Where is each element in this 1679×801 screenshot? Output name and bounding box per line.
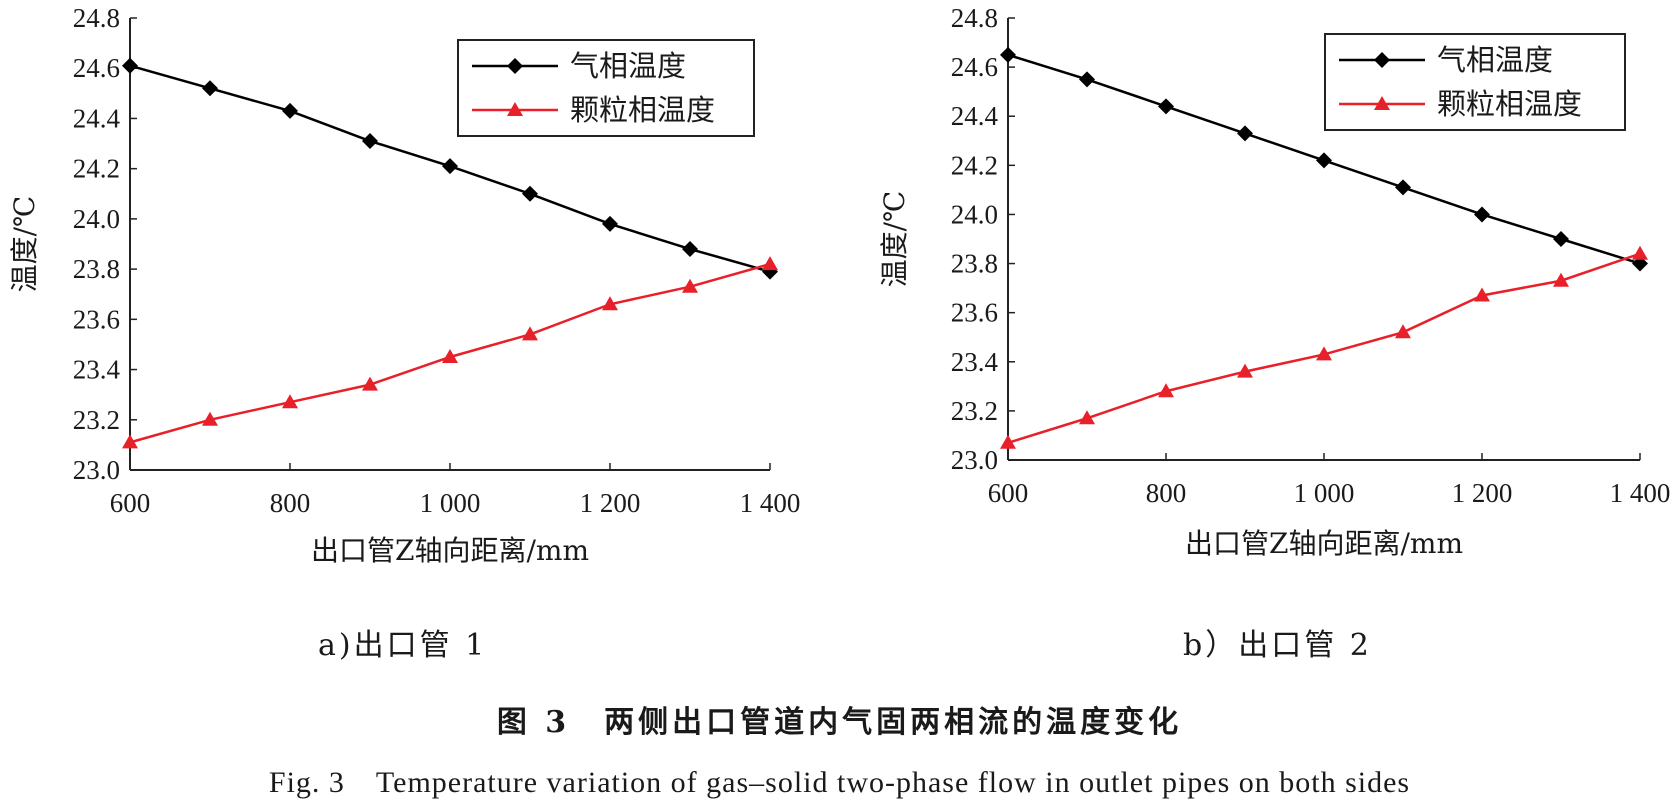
y-tick-label: 24.6 [951, 52, 998, 82]
chart-panel-1: 23.0 23.2 23.4 23.6 23.8 24.0 24.2 24.4 24.6 24.8… [8, 3, 800, 567]
legend-swatch-marker [507, 102, 523, 116]
y-tick-label: 23.2 [73, 405, 120, 435]
data-point [602, 296, 618, 311]
data-point [1474, 287, 1490, 302]
x-tick-label: 600 [988, 478, 1029, 508]
data-point [1158, 98, 1174, 115]
legend-box [457, 39, 755, 137]
legend-label: 颗粒相温度 [1437, 87, 1582, 121]
figure-caption-english: Fig. 3 Temperature variation of gas–soli… [268, 766, 1411, 799]
legend-label: 颗粒相温度 [570, 93, 715, 127]
legend-label: 气相温度 [570, 49, 686, 83]
data-point [1237, 363, 1253, 378]
legend-box [1324, 33, 1626, 131]
legend-label: 气相温度 [1437, 43, 1553, 77]
data-point [282, 394, 298, 409]
data-point [1000, 434, 1016, 449]
series-particle-phase [122, 256, 778, 449]
data-point [1632, 255, 1648, 272]
data-point [1079, 410, 1095, 425]
data-point [522, 326, 538, 341]
series-gas-phase [1000, 46, 1648, 272]
x-tick-label: 1 000 [420, 488, 481, 518]
y-tick-label: 23.4 [73, 355, 121, 385]
series-particle-phase [1000, 245, 1648, 449]
data-point [1632, 245, 1648, 260]
x-tick-label: 1 200 [1452, 478, 1513, 508]
x-tick-label: 1 400 [740, 488, 801, 518]
data-point [1079, 71, 1095, 88]
data-point [1395, 324, 1411, 339]
data-point [1316, 346, 1332, 361]
subcaption-b: b）出口管 2 [1183, 628, 1372, 663]
data-point [442, 349, 458, 363]
y-tick-label: 24.4 [73, 103, 121, 133]
data-point [362, 133, 378, 150]
data-point [1237, 125, 1253, 142]
legend-swatch-marker [507, 58, 523, 74]
y-tick-label: 23.2 [951, 396, 998, 426]
x-tick-label: 1 000 [1294, 478, 1355, 508]
data-point [282, 102, 298, 119]
data-point [442, 158, 458, 175]
y-tick-label: 23.4 [951, 347, 999, 377]
x-tick-label: 800 [1146, 478, 1187, 508]
x-axis-label: 出口管Z轴向距离/mm [311, 534, 589, 567]
x-axis-label: 出口管Z轴向距离/mm [1185, 527, 1463, 560]
data-point [1553, 231, 1569, 247]
data-point [362, 376, 378, 391]
data-point [522, 185, 538, 202]
data-point [202, 411, 218, 426]
chart-panel-2: 23.0 23.2 23.4 23.6 23.8 24.0 24.2 24.4 24.6 24.8… [878, 3, 1670, 560]
y-axis-label: 温度/℃ [878, 191, 911, 288]
data-point [1000, 46, 1016, 63]
data-point [682, 241, 698, 258]
y-tick-label: 23.8 [951, 249, 998, 279]
y-tick-label: 23.6 [951, 298, 998, 328]
data-point [122, 434, 138, 449]
data-point [682, 278, 698, 293]
figure-caption-chinese: 图 3 两侧出口管道内气固两相流的温度变化 [496, 705, 1183, 740]
y-tick-label: 24.2 [73, 154, 120, 184]
data-point [1316, 152, 1332, 169]
data-point [1553, 272, 1569, 287]
data-point [762, 256, 778, 271]
legend-swatch-marker [1374, 52, 1390, 68]
legend-swatch-marker [1374, 96, 1390, 110]
y-tick-label: 24.4 [951, 101, 999, 131]
data-point [1158, 383, 1174, 398]
y-tick-label: 24.0 [73, 204, 120, 234]
data-point [202, 80, 218, 97]
y-tick-label: 24.0 [951, 199, 998, 229]
y-tick-label: 23.0 [73, 455, 120, 485]
x-tick-label: 600 [110, 488, 151, 518]
data-point [602, 215, 618, 232]
y-tick-label: 24.2 [951, 150, 998, 180]
data-point [1395, 179, 1411, 196]
y-tick-label: 23.6 [73, 304, 120, 334]
y-tick-label: 24.8 [73, 3, 120, 33]
y-axis-label: 温度/℃ [8, 196, 41, 293]
subcaption-a: a)出口管 1 [318, 628, 488, 663]
x-tick-label: 1 400 [1610, 478, 1671, 508]
series-gas-phase [122, 57, 778, 280]
data-point [122, 57, 138, 74]
y-tick-label: 24.6 [73, 53, 120, 83]
y-tick-label: 24.8 [951, 3, 998, 33]
x-tick-label: 1 200 [580, 488, 641, 518]
y-tick-label: 23.8 [73, 254, 120, 284]
y-tick-label: 23.0 [951, 445, 998, 475]
x-tick-label: 800 [270, 488, 311, 518]
data-point [1474, 206, 1490, 223]
